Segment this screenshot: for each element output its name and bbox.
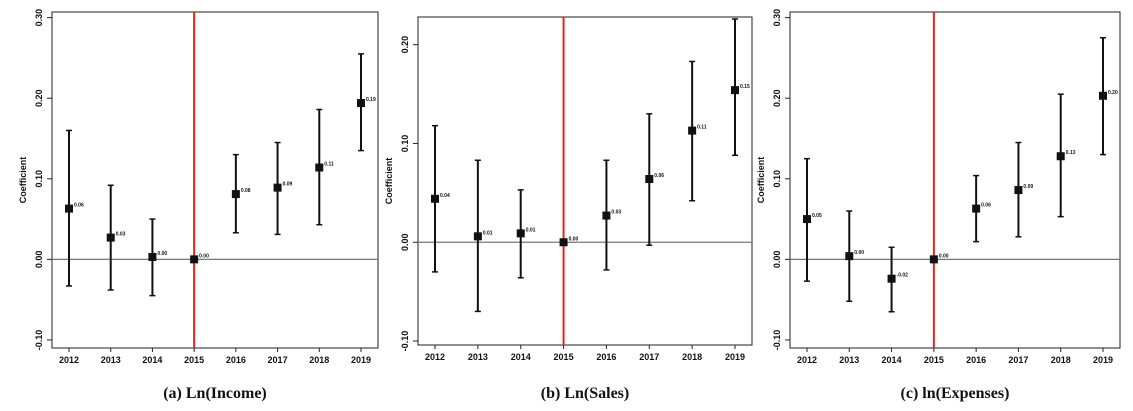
point — [972, 204, 981, 213]
value-label: 0.01 — [483, 230, 493, 236]
x-tick-label: 2014 — [882, 355, 902, 365]
y-tick-label: 0.20 — [772, 89, 782, 107]
y-tick-label: 0.10 — [772, 170, 782, 188]
x-tick-label: 2012 — [797, 355, 817, 365]
point — [190, 255, 199, 264]
point — [106, 233, 115, 242]
x-tick-label: 2015 — [924, 355, 944, 365]
value-label: 0.01 — [526, 227, 536, 233]
x-tick-label: 2017 — [268, 355, 288, 365]
point — [1099, 91, 1107, 100]
point — [602, 211, 611, 220]
x-tick-label: 2013 — [468, 352, 488, 362]
value-label: 0.03 — [116, 232, 126, 238]
point — [315, 163, 324, 172]
plot-frame — [51, 11, 379, 349]
value-label: 0.00 — [569, 236, 579, 242]
value-label: 0.19 — [366, 97, 376, 103]
caption: (c) ln(Expenses) — [901, 385, 1010, 402]
point — [845, 252, 854, 261]
value-label: 0.05 — [812, 213, 822, 219]
value-label: 0.06 — [74, 203, 84, 209]
panel: -0.10 0.00 0.10 0.20 Coefficient 2012 0.04 2013… — [384, 16, 753, 402]
y-tick-label: 0.00 — [400, 233, 410, 251]
x-tick-label: 2019 — [1093, 355, 1113, 365]
x-tick-label: 2016 — [226, 355, 246, 365]
value-label: 0.03 — [611, 210, 621, 216]
value-label: 0.11 — [697, 125, 707, 131]
point — [516, 229, 525, 238]
point — [645, 175, 654, 184]
value-label: 0.13 — [1066, 150, 1076, 156]
point — [731, 86, 739, 95]
caption: (a) Ln(Income) — [163, 385, 267, 402]
value-label: 0.00 — [939, 253, 949, 259]
value-label: 0.00 — [199, 253, 209, 259]
y-axis-label: Coefficient — [384, 158, 394, 205]
y-tick-label: 0.30 — [34, 9, 44, 27]
point — [273, 183, 282, 192]
point — [803, 215, 811, 224]
x-tick-label: 2014 — [142, 355, 162, 365]
point — [688, 126, 697, 135]
value-label: -0.02 — [897, 273, 909, 279]
value-label: 0.06 — [654, 173, 664, 179]
point — [559, 238, 568, 247]
x-tick-label: 2015 — [554, 352, 574, 362]
y-tick-label: 0.10 — [34, 170, 44, 188]
y-tick-label: -0.10 — [772, 330, 782, 351]
y-tick-label: -0.10 — [34, 330, 44, 351]
point — [65, 204, 73, 213]
value-label: 0.06 — [981, 203, 991, 209]
value-label: 0.00 — [854, 250, 864, 256]
plot-frame — [417, 16, 753, 346]
y-tick-label: 0.30 — [772, 9, 782, 27]
point — [1056, 152, 1065, 161]
value-label: 0.09 — [283, 182, 293, 188]
x-tick-label: 2013 — [839, 355, 859, 365]
value-label: 0.08 — [241, 188, 251, 194]
point — [231, 190, 240, 199]
y-axis-label: Coefficient — [756, 157, 766, 204]
x-tick-label: 2016 — [596, 352, 616, 362]
point — [887, 274, 896, 283]
value-label: 0.00 — [157, 251, 167, 257]
x-tick-label: 2014 — [511, 352, 531, 362]
y-tick-label: 0.10 — [400, 135, 410, 153]
panel: -0.10 0.00 0.10 0.20 0.30 Coefficient 2012 0.06… — [18, 9, 379, 402]
y-tick-label: 0.20 — [400, 36, 410, 54]
x-tick-label: 2015 — [184, 355, 204, 365]
x-tick-label: 2017 — [1008, 355, 1028, 365]
value-label: 0.20 — [1108, 90, 1118, 96]
y-tick-label: 0.00 — [772, 251, 782, 269]
value-label: 0.11 — [324, 162, 334, 168]
point — [473, 232, 482, 241]
x-tick-label: 2016 — [966, 355, 986, 365]
value-label: 0.04 — [440, 193, 450, 199]
point — [357, 99, 365, 108]
point — [431, 194, 439, 203]
caption: (b) Ln(Sales) — [541, 385, 629, 402]
x-tick-label: 2017 — [639, 352, 659, 362]
point — [148, 252, 157, 261]
x-tick-label: 2012 — [59, 355, 79, 365]
y-tick-label: 0.00 — [34, 251, 44, 269]
x-tick-label: 2018 — [682, 352, 702, 362]
y-tick-label: 0.20 — [34, 89, 44, 107]
x-tick-label: 2019 — [725, 352, 745, 362]
panel: -0.10 0.00 0.10 0.20 0.30 Coefficient 2012 0.05… — [756, 9, 1121, 402]
value-label: 0.15 — [740, 84, 750, 90]
point — [1014, 186, 1023, 195]
x-tick-label: 2012 — [425, 352, 445, 362]
x-tick-label: 2018 — [309, 355, 329, 365]
y-axis-label: Coefficient — [18, 157, 28, 204]
plot-frame — [789, 11, 1121, 349]
y-tick-label: -0.10 — [400, 331, 410, 352]
value-label: 0.09 — [1023, 184, 1033, 190]
point — [929, 255, 938, 264]
x-tick-label: 2013 — [101, 355, 121, 365]
x-tick-label: 2018 — [1051, 355, 1071, 365]
x-tick-label: 2019 — [351, 355, 371, 365]
